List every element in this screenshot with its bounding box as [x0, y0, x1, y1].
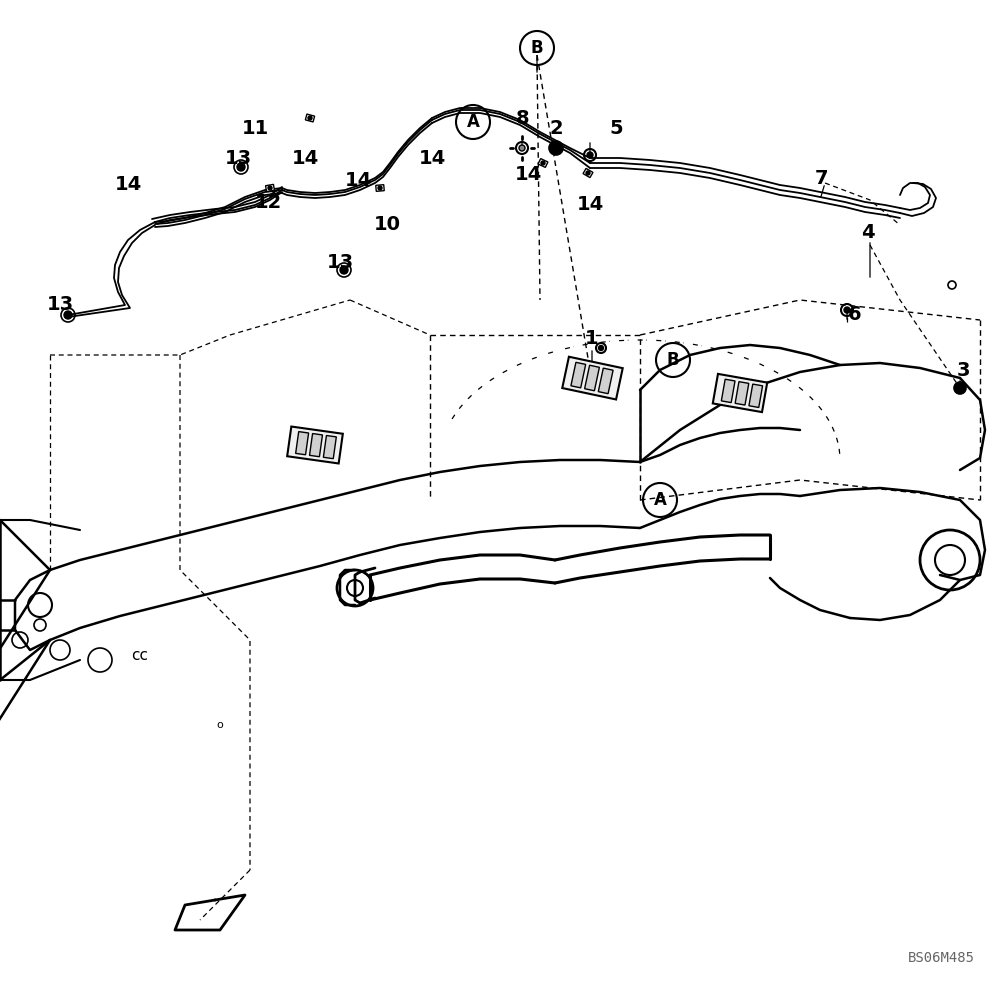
Text: 8: 8: [516, 108, 530, 128]
Bar: [749, 384, 763, 407]
Bar: [585, 365, 599, 391]
Text: 13: 13: [46, 295, 74, 315]
Circle shape: [340, 266, 348, 274]
Text: 10: 10: [374, 215, 400, 234]
Text: BS06M485: BS06M485: [908, 951, 975, 965]
Bar: [583, 168, 593, 177]
Circle shape: [237, 163, 245, 171]
Text: 2: 2: [549, 118, 563, 138]
Circle shape: [378, 186, 382, 190]
Text: B: B: [531, 39, 543, 57]
Text: A: A: [467, 113, 479, 131]
Circle shape: [598, 345, 604, 350]
Text: 11: 11: [241, 118, 269, 138]
Text: 14: 14: [291, 149, 319, 167]
Bar: [562, 357, 623, 400]
Bar: [310, 434, 322, 457]
Bar: [296, 432, 309, 455]
Bar: [323, 436, 336, 459]
Text: cc: cc: [132, 647, 148, 662]
Text: 4: 4: [861, 222, 875, 241]
Text: o: o: [217, 720, 223, 730]
Circle shape: [844, 307, 850, 313]
Bar: [305, 114, 315, 122]
Bar: [571, 362, 586, 388]
Text: 14: 14: [418, 149, 446, 167]
Text: 14: 14: [576, 196, 604, 215]
Text: A: A: [654, 491, 666, 509]
Bar: [376, 185, 384, 191]
Bar: [538, 158, 548, 167]
Bar: [735, 382, 749, 405]
Text: 7: 7: [815, 168, 829, 188]
Circle shape: [586, 171, 590, 175]
Bar: [721, 379, 735, 402]
Circle shape: [64, 311, 72, 319]
Text: 5: 5: [609, 118, 623, 138]
Circle shape: [519, 145, 525, 151]
Text: 13: 13: [326, 253, 354, 272]
Bar: [287, 426, 343, 463]
Circle shape: [549, 141, 563, 155]
Text: B: B: [667, 351, 679, 369]
Text: 1: 1: [585, 329, 599, 347]
Bar: [598, 368, 613, 394]
Text: 14: 14: [114, 175, 142, 195]
Circle shape: [587, 152, 593, 158]
Bar: [713, 374, 767, 412]
Bar: [266, 184, 274, 192]
Text: 14: 14: [344, 170, 372, 190]
Circle shape: [268, 186, 272, 190]
Circle shape: [308, 116, 312, 120]
Circle shape: [954, 382, 966, 394]
Text: 6: 6: [848, 305, 862, 325]
Text: 13: 13: [224, 149, 252, 167]
Text: 3: 3: [956, 360, 970, 380]
Text: 14: 14: [514, 165, 542, 184]
Circle shape: [541, 161, 545, 165]
Text: 12: 12: [254, 193, 282, 212]
